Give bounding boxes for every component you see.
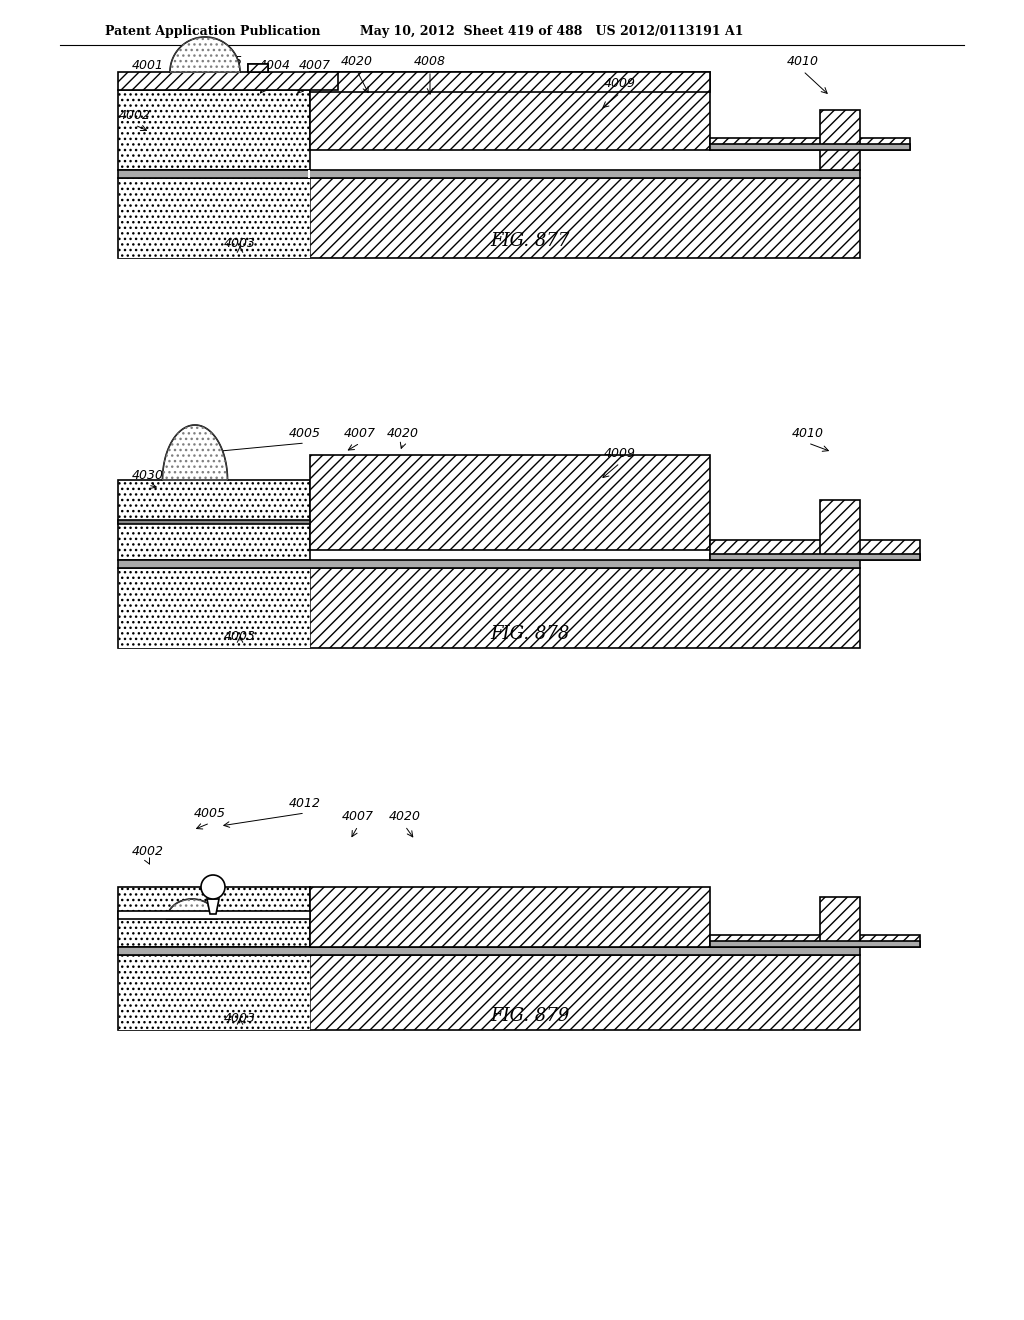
Text: 4007: 4007 (299, 59, 331, 73)
Text: 4020: 4020 (387, 426, 419, 440)
Bar (308, 170, 310, 178)
Polygon shape (118, 520, 310, 524)
Bar (118, 911, 310, 919)
Bar (118, 954, 860, 1030)
Text: 4004: 4004 (259, 59, 291, 73)
Text: 4005: 4005 (289, 426, 321, 440)
Text: 4030: 4030 (132, 469, 164, 482)
Text: Patent Application Publication: Patent Application Publication (105, 25, 321, 38)
Text: 4005: 4005 (211, 55, 243, 69)
Polygon shape (167, 899, 217, 919)
Text: 4010: 4010 (787, 55, 819, 69)
Text: May 10, 2012  Sheet 419 of 488   US 2012/0113191 A1: May 10, 2012 Sheet 419 of 488 US 2012/01… (360, 25, 743, 38)
Bar (118, 90, 310, 170)
Bar (310, 455, 710, 550)
Bar (310, 887, 710, 946)
Bar (310, 73, 710, 92)
Text: FIG. 877: FIG. 877 (490, 232, 569, 249)
Text: 4002: 4002 (119, 110, 151, 121)
Bar (710, 935, 920, 946)
Bar (710, 144, 910, 150)
Bar (710, 554, 920, 560)
Text: 4020: 4020 (389, 810, 421, 822)
Circle shape (201, 875, 225, 899)
Text: 4010: 4010 (792, 426, 824, 440)
Text: 4020: 4020 (341, 55, 373, 69)
Bar (118, 568, 310, 648)
Text: 4009: 4009 (604, 77, 636, 90)
Text: FIG. 878: FIG. 878 (490, 624, 569, 643)
Text: 4008: 4008 (414, 55, 446, 69)
Bar (310, 73, 710, 150)
Bar (710, 540, 920, 560)
Bar (118, 178, 860, 257)
Bar (710, 941, 920, 946)
Bar (118, 480, 310, 560)
Bar (710, 139, 910, 150)
Text: 4007: 4007 (342, 810, 374, 822)
Text: 4003: 4003 (224, 238, 256, 249)
Bar (118, 178, 310, 257)
Bar (118, 560, 860, 568)
Text: 4009: 4009 (604, 447, 636, 459)
Bar (118, 954, 310, 1030)
Text: 4012: 4012 (289, 797, 321, 810)
Bar (118, 73, 338, 90)
Bar (118, 887, 310, 946)
Bar (118, 946, 860, 954)
Text: FIG. 879: FIG. 879 (490, 1007, 569, 1026)
Bar (248, 63, 268, 73)
Text: 4003: 4003 (224, 630, 256, 643)
Polygon shape (207, 899, 219, 913)
Text: 4007: 4007 (344, 426, 376, 440)
Text: 4001: 4001 (132, 59, 164, 73)
Text: 4002: 4002 (132, 845, 164, 858)
Bar (248, 63, 268, 73)
Bar (118, 568, 860, 648)
Bar (118, 170, 860, 178)
Bar (820, 110, 860, 170)
Polygon shape (163, 425, 227, 480)
Text: 4005: 4005 (194, 807, 226, 820)
Polygon shape (170, 37, 240, 73)
Bar (820, 500, 860, 560)
Bar (820, 898, 860, 946)
Text: 4003: 4003 (224, 1012, 256, 1026)
